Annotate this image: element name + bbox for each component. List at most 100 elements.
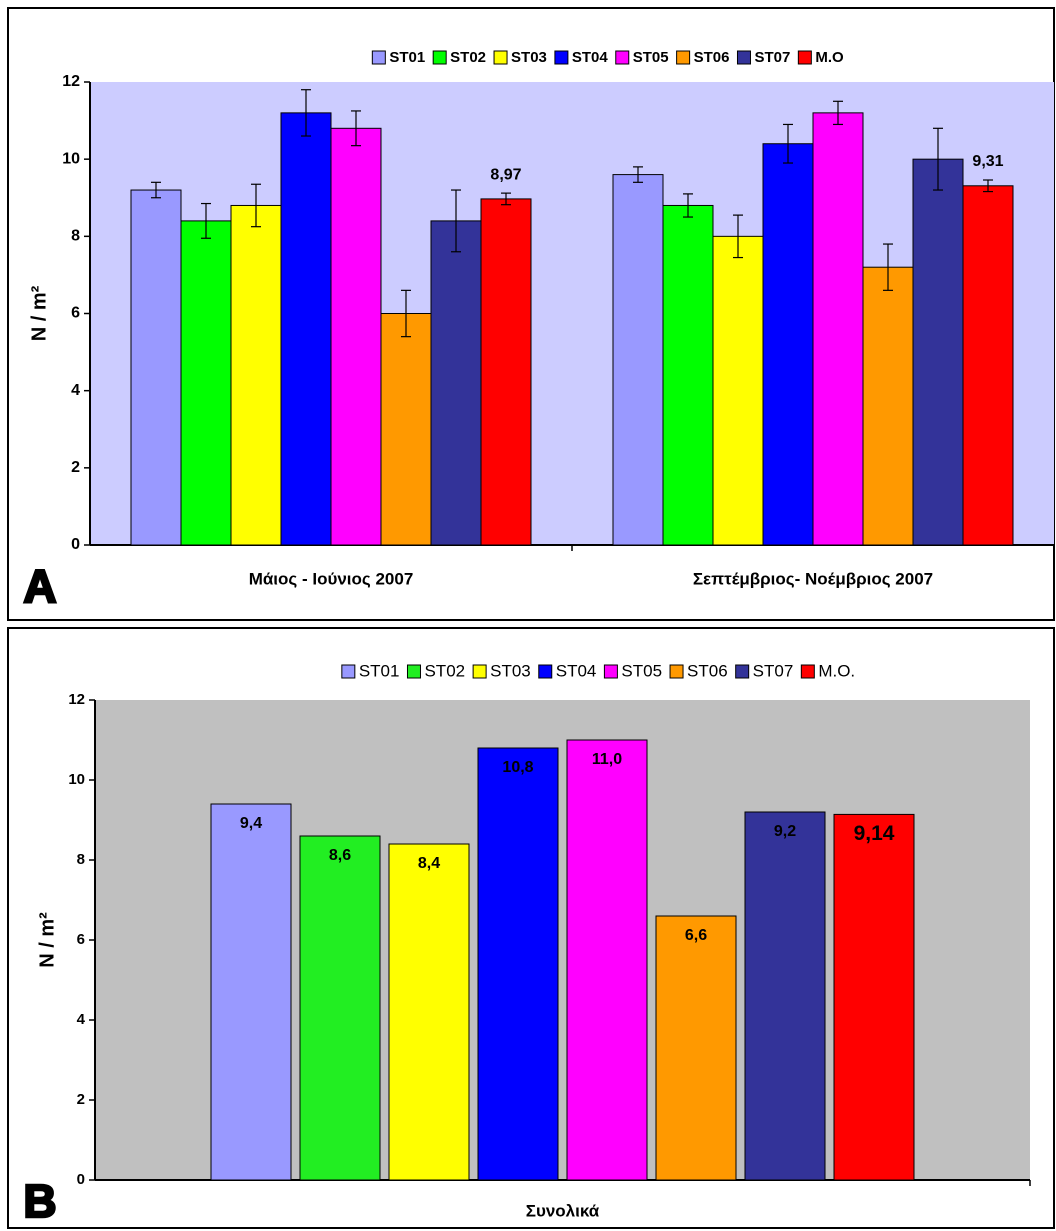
legend-label: ST01 [359,661,400,680]
data-label: 9,14 [854,822,895,845]
bar [662,204,714,546]
error-bar [351,110,361,147]
bar [833,813,915,1181]
legend-swatch [432,50,447,65]
y-tick-label: 8 [71,228,80,245]
data-label: 8,97 [490,166,521,183]
legend-swatch [493,50,508,65]
y-tick-label: 8 [77,851,85,868]
y-tick-label: 12 [68,691,85,708]
data-label: 10,8 [502,759,533,776]
data-label: 8,4 [418,855,440,872]
legend-label: ST01 [389,49,425,66]
y-axis-label: N / m² [36,912,58,968]
y-tick-label: 6 [71,305,80,322]
legend-label: ST02 [450,49,486,66]
y-tick-label: 2 [77,1091,85,1108]
error-bar [201,202,211,239]
error-bar [833,100,843,126]
legend-label: ST04 [572,49,609,66]
data-label: 9,2 [774,823,796,840]
bar [912,158,964,546]
x-tick-label: Συνολικά [526,1201,600,1220]
x-tick-label: Μάιος - Ιούνιος 2007 [249,569,414,588]
legend-swatch [554,50,569,65]
legend-swatch [735,664,750,679]
bar [430,220,482,546]
legend-swatch [797,50,812,65]
x-tick-label: Σεπτέμβριος- Νοέμβριος 2007 [693,569,933,588]
error-bar [733,214,743,259]
legend-label: ST05 [633,49,669,66]
bar [566,739,648,1181]
bar [180,220,232,546]
bar [762,143,814,546]
legend-label: ST03 [490,661,531,680]
data-label: 11,0 [592,751,622,768]
y-tick-label: 10 [68,771,85,788]
error-bar [633,166,643,183]
legend-swatch [341,664,356,679]
bar [712,235,764,546]
bar [655,915,737,1181]
error-bar [401,289,411,338]
legend-label: ST07 [754,49,790,66]
bar [862,266,914,546]
bar [812,112,864,546]
legend-swatch [603,664,618,679]
bar [280,112,332,546]
y-tick-label: 4 [71,382,80,399]
error-bar [451,189,461,253]
y-tick-label: 0 [77,1171,85,1188]
error-bar [883,243,893,291]
legend-label: ST06 [694,49,730,66]
legend-swatch [472,664,487,679]
bar [477,747,559,1181]
bar [210,803,292,1181]
legend-swatch [669,664,684,679]
legend-label: ST07 [753,661,794,680]
bar [380,313,432,546]
error-bar [933,127,943,191]
bar [388,843,470,1181]
data-label: 8,6 [329,847,351,864]
panel-letter: B [23,1175,56,1227]
legend-swatch [538,664,553,679]
y-tick-label: 6 [77,931,85,948]
error-bar [783,123,793,164]
error-bar [251,183,261,228]
error-bar [501,192,511,206]
legend-swatch [676,50,691,65]
y-tick-label: 10 [62,150,80,167]
bar [744,811,826,1181]
error-bar [301,89,311,137]
error-bar [151,181,161,199]
legend-swatch [800,664,815,679]
y-tick-label: 4 [77,1011,86,1028]
legend-label: ST05 [621,661,662,680]
legend-label: ST04 [556,661,597,680]
legend-label: M.O [815,49,844,66]
y-tick-label: 2 [71,459,80,476]
error-bar [983,179,993,193]
bar [299,835,381,1181]
data-label: 6,6 [685,927,707,944]
bar [230,204,282,546]
data-label: 9,31 [972,153,1003,170]
bar [480,198,532,546]
bar [330,127,382,546]
legend-swatch [371,50,386,65]
y-tick-label: 0 [71,536,80,553]
legend-label: M.O. [818,661,855,680]
legend-swatch [736,50,751,65]
legend-label: ST03 [511,49,547,66]
y-axis-label: N / m² [28,285,50,341]
bar [612,174,664,546]
legend-swatch [615,50,630,65]
frame [7,627,1055,1229]
y-tick-label: 12 [62,73,80,90]
legend-label: ST06 [687,661,728,680]
bar [130,189,182,546]
panel-letter: A [23,560,56,612]
